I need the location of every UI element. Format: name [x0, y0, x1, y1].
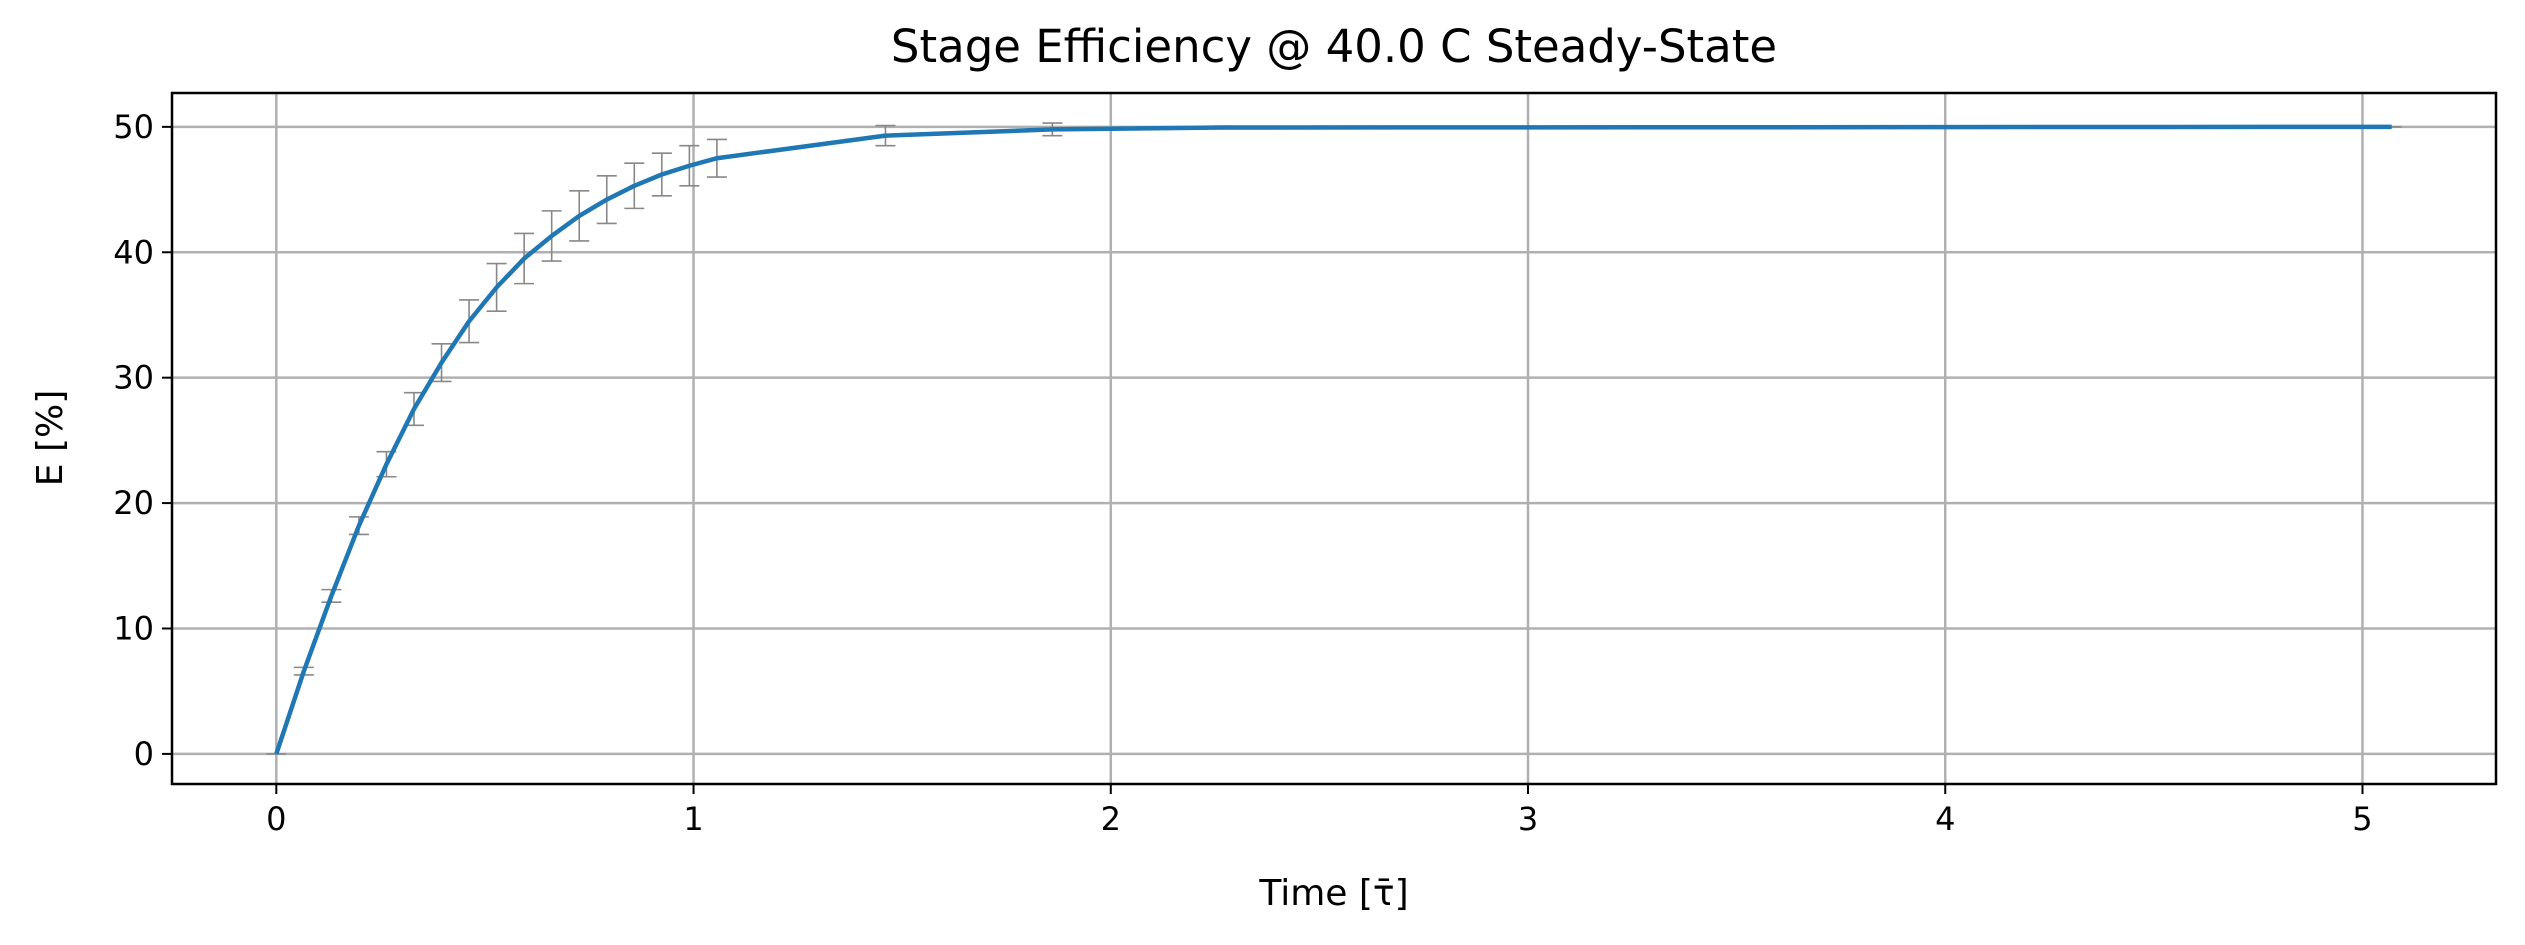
x-tick-label: 4	[1935, 800, 1955, 838]
y-tick-label: 20	[113, 484, 154, 522]
x-tick-label: 2	[1101, 800, 1121, 838]
y-axis-label: E [%]	[30, 390, 71, 487]
x-tick-label: 0	[266, 800, 286, 838]
y-tick-label: 30	[113, 359, 154, 397]
y-tick-label: 0	[134, 735, 154, 773]
x-axis-label: Time [τ̄]	[1258, 873, 1408, 914]
x-tick-label: 1	[683, 800, 703, 838]
y-tick-label: 10	[113, 609, 154, 647]
data-line	[274, 124, 2392, 755]
chart-title: Stage Efficiency @ 40.0 C Steady-State	[891, 20, 1777, 73]
y-tick-label: 40	[113, 233, 154, 271]
x-tick-label: 3	[1518, 800, 1538, 838]
x-tick-label: 5	[2352, 800, 2372, 838]
plot-frame	[170, 91, 2498, 786]
y-tick-label: 50	[113, 108, 154, 146]
